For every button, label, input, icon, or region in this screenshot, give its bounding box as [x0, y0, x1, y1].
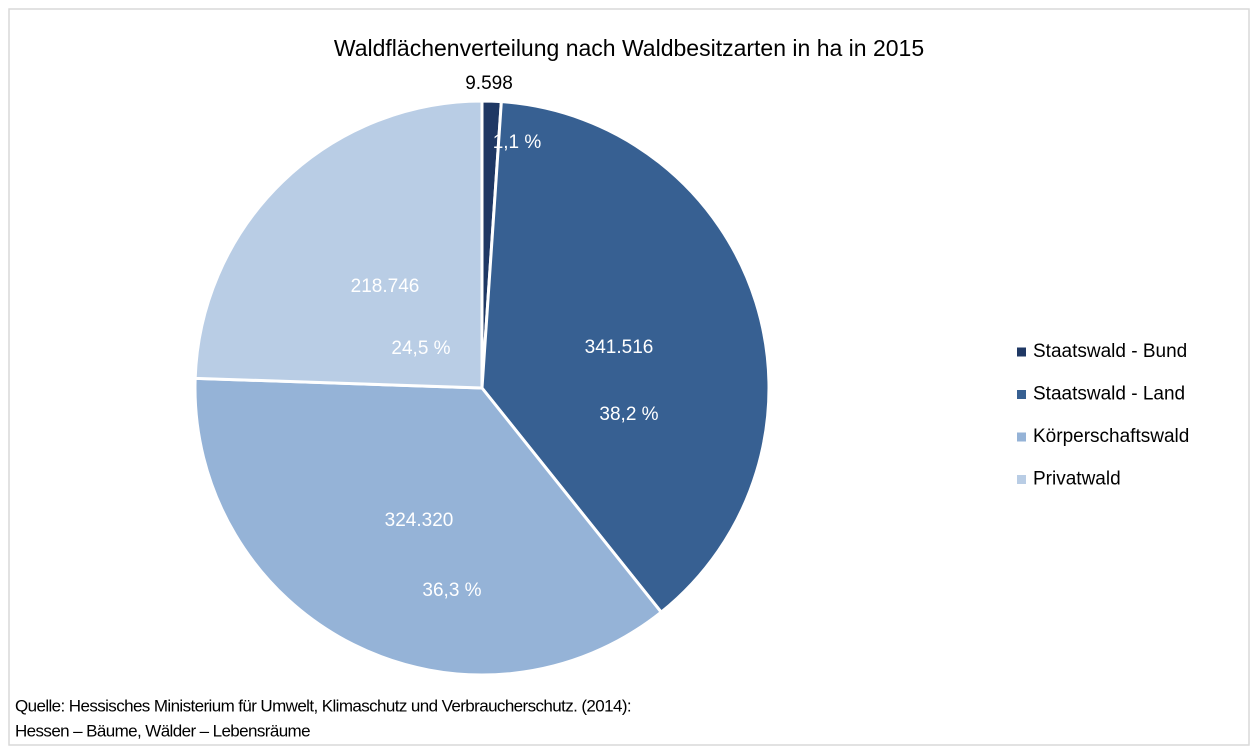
value-label: 324.320 [385, 510, 454, 531]
percent-label: 36,3 % [422, 580, 481, 601]
source-line: Hessen – Bäume, Wälder – Lebensräume [15, 721, 310, 740]
pie-slice [480, 100, 771, 615]
legend-label: Privatwald [1033, 469, 1121, 490]
legend-label: Körperschaftswald [1033, 426, 1189, 447]
pie-slice [193, 376, 664, 677]
value-label: 9.598 [465, 73, 513, 94]
legend-label: Staatswald - Land [1033, 384, 1185, 405]
source-line: Quelle: Hessisches Ministerium für Umwel… [15, 696, 631, 715]
pie-slice [193, 99, 484, 390]
legend-label: Staatswald - Bund [1033, 341, 1187, 362]
value-label: 218.746 [351, 276, 420, 297]
legend-swatch [1017, 432, 1026, 442]
chart-title: Waldflächenverteilung nach Waldbesitzart… [334, 35, 924, 61]
percent-label: 1,1 % [493, 132, 542, 153]
legend-swatch [1017, 347, 1026, 357]
legend-swatch [1017, 475, 1026, 484]
value-label: 341.516 [585, 337, 654, 358]
percent-label: 24,5 % [391, 338, 450, 359]
percent-label: 38,2 % [599, 404, 658, 425]
legend-swatch [1017, 390, 1026, 399]
